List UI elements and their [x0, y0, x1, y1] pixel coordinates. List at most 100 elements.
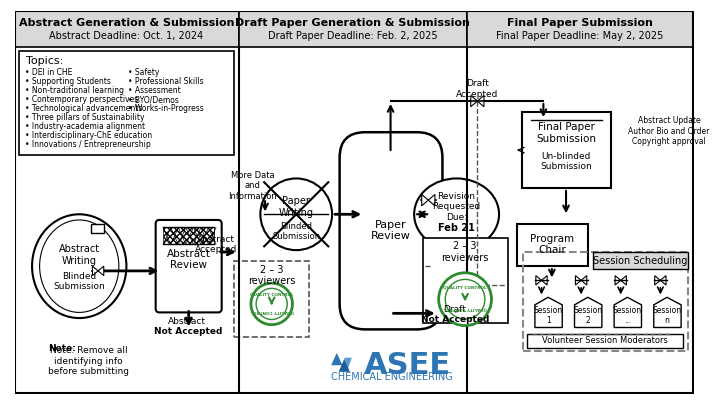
Text: Revision
Requested
Due:: Revision Requested Due:	[433, 192, 481, 222]
Circle shape	[438, 273, 492, 326]
Polygon shape	[614, 297, 642, 328]
Polygon shape	[338, 359, 350, 372]
FancyBboxPatch shape	[527, 334, 683, 348]
FancyBboxPatch shape	[238, 11, 467, 47]
Text: Not Accepted: Not Accepted	[420, 315, 489, 324]
Polygon shape	[581, 276, 587, 285]
FancyBboxPatch shape	[156, 220, 222, 312]
Text: Paper
Review: Paper Review	[371, 220, 410, 241]
FancyBboxPatch shape	[19, 51, 234, 155]
Text: Draft: Draft	[444, 305, 466, 314]
Text: • Works-in-Progress: • Works-in-Progress	[128, 104, 204, 113]
Polygon shape	[536, 276, 541, 285]
Text: • Technological advancements: • Technological advancements	[24, 104, 142, 113]
Text: Abstract: Abstract	[186, 319, 192, 321]
Text: ASEE: ASEE	[364, 351, 451, 380]
Text: Note:: Note:	[48, 344, 76, 353]
FancyBboxPatch shape	[593, 252, 688, 269]
Text: Draft Paper Generation & Submission: Draft Paper Generation & Submission	[235, 18, 470, 28]
Text: Paper
Writing: Paper Writing	[279, 196, 314, 217]
FancyBboxPatch shape	[517, 224, 588, 266]
Text: Abstract Deadline: Oct. 1, 2024: Abstract Deadline: Oct. 1, 2024	[49, 31, 204, 41]
Text: Session
...: Session ...	[613, 305, 642, 325]
FancyBboxPatch shape	[15, 11, 238, 47]
Polygon shape	[621, 276, 626, 285]
Text: • BYO/Demos: • BYO/Demos	[128, 95, 179, 104]
Circle shape	[256, 288, 287, 320]
Text: QUALITY CONTROL: QUALITY CONTROL	[250, 309, 294, 313]
Text: Session
n: Session n	[652, 305, 682, 325]
Text: • Contemporary perspectives: • Contemporary perspectives	[24, 95, 138, 104]
Text: • Non-traditional learning: • Non-traditional learning	[24, 86, 124, 95]
Text: Final Paper
Submission: Final Paper Submission	[536, 122, 596, 144]
Text: • Three pillars of Sustainability: • Three pillars of Sustainability	[24, 113, 144, 122]
Polygon shape	[575, 276, 581, 285]
Text: • Safety: • Safety	[128, 68, 160, 77]
Text: Draft: Draft	[455, 312, 459, 315]
FancyBboxPatch shape	[467, 11, 694, 47]
Text: Topics:: Topics:	[27, 55, 63, 66]
Text: Session
2: Session 2	[573, 305, 603, 325]
Ellipse shape	[414, 179, 499, 250]
Text: 2 – 3
reviewers: 2 – 3 reviewers	[441, 241, 489, 263]
Text: Blinded
Submission: Blinded Submission	[272, 222, 320, 241]
Bar	[163, 228, 214, 245]
FancyBboxPatch shape	[522, 113, 611, 188]
Text: QUALITY CONTROL: QUALITY CONTROL	[444, 285, 487, 289]
Polygon shape	[98, 266, 104, 276]
Ellipse shape	[261, 179, 332, 250]
Ellipse shape	[40, 220, 119, 312]
Text: CHEMICAL ENGINEERING: CHEMICAL ENGINEERING	[331, 373, 453, 382]
Text: • Professional Skills: • Professional Skills	[128, 77, 204, 86]
Polygon shape	[92, 266, 98, 276]
Text: Abstract: Abstract	[168, 318, 206, 326]
Polygon shape	[535, 297, 562, 328]
FancyBboxPatch shape	[423, 238, 508, 323]
Polygon shape	[428, 194, 435, 206]
Text: Feb 21: Feb 21	[438, 224, 475, 233]
Text: Program
Chair: Program Chair	[530, 234, 574, 255]
Text: • Interdisciplinary-ChE education: • Interdisciplinary-ChE education	[24, 131, 152, 140]
Circle shape	[445, 279, 485, 319]
Text: Session
1: Session 1	[534, 305, 562, 325]
Polygon shape	[654, 276, 660, 285]
Text: • DEI in CHE: • DEI in CHE	[24, 68, 72, 77]
Polygon shape	[615, 276, 621, 285]
Text: 2 – 3
reviewers: 2 – 3 reviewers	[248, 265, 295, 286]
Text: Abstract
Review: Abstract Review	[166, 249, 211, 271]
FancyBboxPatch shape	[91, 224, 104, 233]
Text: • Industry-academia alignment: • Industry-academia alignment	[24, 122, 145, 131]
Text: More Data
and
Information: More Data and Information	[228, 171, 277, 201]
Text: Final Paper Submission: Final Paper Submission	[507, 18, 653, 28]
Text: Not Accepted: Not Accepted	[155, 327, 223, 336]
Text: Draft
Accepted: Draft Accepted	[456, 79, 498, 98]
Polygon shape	[575, 297, 602, 328]
Polygon shape	[541, 276, 547, 285]
FancyBboxPatch shape	[340, 132, 443, 329]
Polygon shape	[331, 353, 343, 365]
Polygon shape	[422, 194, 428, 206]
Text: Session Scheduling: Session Scheduling	[593, 256, 688, 266]
Text: • Innovations / Entrepreneurship: • Innovations / Entrepreneurship	[24, 140, 150, 149]
Text: QUALITY CONTROL: QUALITY CONTROL	[444, 307, 487, 311]
Text: Blinded
Submission: Blinded Submission	[53, 272, 105, 291]
Text: • Assessment: • Assessment	[128, 86, 181, 95]
Polygon shape	[477, 96, 484, 107]
Text: Draft Paper Deadline: Feb. 2, 2025: Draft Paper Deadline: Feb. 2, 2025	[268, 31, 438, 41]
Text: Abstract
Writing: Abstract Writing	[58, 244, 100, 266]
Polygon shape	[654, 297, 681, 328]
Text: • Supporting Students: • Supporting Students	[24, 77, 110, 86]
Polygon shape	[344, 358, 352, 368]
Text: Abstract Update
Author Bio and Order
Copyright approval: Abstract Update Author Bio and Order Cop…	[629, 116, 710, 146]
Circle shape	[251, 283, 292, 325]
Polygon shape	[660, 276, 666, 285]
Ellipse shape	[32, 214, 127, 318]
Text: Note: Remove all
identifying info
before submitting: Note: Remove all identifying info before…	[48, 346, 129, 376]
Text: Abstract
Accepted: Abstract Accepted	[195, 235, 237, 254]
Text: Volunteer Session Moderators: Volunteer Session Moderators	[541, 336, 667, 345]
Text: QUALITY CONTROL: QUALITY CONTROL	[250, 292, 294, 296]
Polygon shape	[471, 96, 477, 107]
Text: Abstract Generation & Submission: Abstract Generation & Submission	[19, 18, 234, 28]
Text: Final Paper Deadline: May 2, 2025: Final Paper Deadline: May 2, 2025	[497, 31, 664, 41]
Text: Un-blinded
Submission: Un-blinded Submission	[540, 152, 592, 171]
